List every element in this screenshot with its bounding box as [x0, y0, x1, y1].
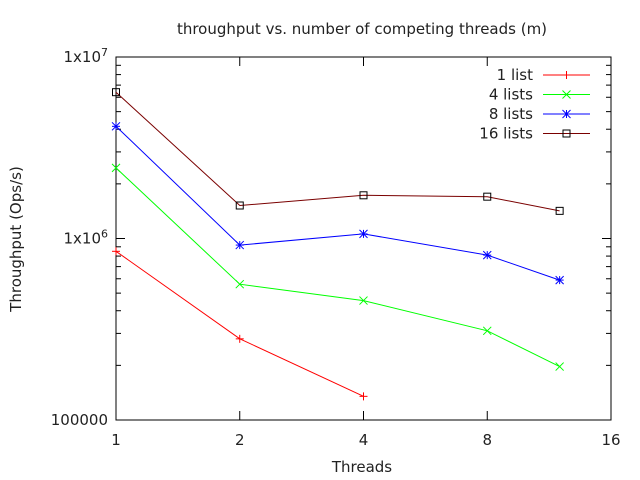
- data-point: [555, 275, 564, 285]
- data-point: [111, 163, 121, 173]
- plot-frame: [115, 56, 612, 421]
- x-tick-label: 2: [235, 431, 245, 449]
- legend-label: 8 lists: [489, 105, 533, 123]
- legend-label: 4 lists: [489, 86, 533, 104]
- legend-entry: 8 lists: [489, 105, 590, 123]
- series-line: [115, 91, 560, 212]
- data-point: [112, 247, 120, 256]
- legend-entry: 16 lists: [479, 125, 590, 143]
- y-tick-label: 1x106: [63, 228, 108, 248]
- data-point: [555, 362, 564, 371]
- y-axis-title: Throughput (Ops/s): [7, 166, 25, 313]
- data-point: [562, 71, 571, 79]
- x-tick-label: 8: [482, 431, 492, 449]
- data-point: [555, 206, 564, 215]
- data-point: [483, 192, 492, 201]
- data-point: [482, 250, 492, 260]
- y-tick-label: 1x107: [63, 46, 108, 66]
- data-point: [111, 121, 121, 131]
- legend-label: 1 list: [497, 66, 533, 84]
- data-point: [562, 129, 571, 138]
- plot-border: [115, 56, 612, 421]
- data-point: [235, 240, 245, 250]
- axis-ticks: 100000 1x106 1x107 1 2 4 8 16: [51, 46, 621, 449]
- data-point: [235, 334, 244, 343]
- x-tick-label: 16: [601, 431, 620, 449]
- data-point: [359, 296, 368, 305]
- chart-title: throughput vs. number of competing threa…: [177, 20, 547, 38]
- series-1: [112, 247, 368, 401]
- y-tick-label: 100000: [51, 411, 108, 429]
- x-axis-title: Threads: [331, 458, 392, 476]
- series-layer: [111, 88, 564, 401]
- data-point: [112, 88, 120, 97]
- data-point: [482, 326, 492, 336]
- series-2: [111, 163, 564, 371]
- data-point: [562, 90, 571, 99]
- data-point: [359, 392, 368, 401]
- data-point: [562, 109, 571, 119]
- x-tick-label: 1: [111, 431, 121, 449]
- data-point: [235, 279, 245, 289]
- series-4: [112, 88, 564, 215]
- legend-label: 16 lists: [479, 125, 533, 143]
- data-point: [359, 229, 368, 239]
- series-line: [115, 125, 560, 281]
- legend-entry: 4 lists: [489, 86, 590, 104]
- data-point: [359, 191, 368, 200]
- x-tick-label: 4: [359, 431, 369, 449]
- series-line: [115, 250, 364, 397]
- series-3: [111, 121, 564, 285]
- data-point: [235, 201, 244, 210]
- legend-entry: 1 list: [497, 66, 590, 84]
